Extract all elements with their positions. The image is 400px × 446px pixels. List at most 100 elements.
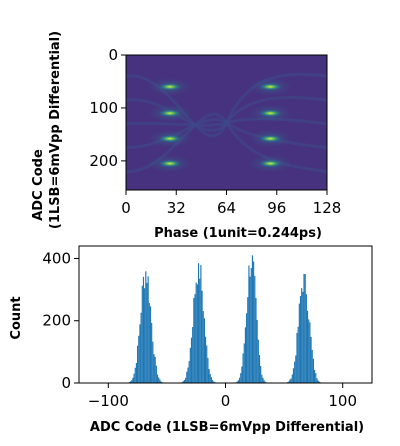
histogram-bar bbox=[291, 374, 293, 383]
histogram-bar bbox=[186, 371, 188, 383]
histogram-bar bbox=[238, 377, 241, 383]
heatmap-bright-spot bbox=[259, 135, 282, 143]
histogram-bar bbox=[254, 275, 256, 383]
histogram-bar bbox=[185, 377, 187, 383]
histogram-bar bbox=[248, 265, 250, 383]
histogram-bar bbox=[187, 367, 189, 383]
heatmap-bright-spot bbox=[158, 135, 181, 143]
histogram-bar bbox=[247, 297, 249, 383]
histogram-bar bbox=[250, 267, 252, 383]
histogram-bar bbox=[244, 327, 247, 383]
heatmap-x-tick-label: 32 bbox=[167, 199, 186, 217]
histogram-bar bbox=[137, 345, 139, 383]
histogram-bar bbox=[133, 373, 135, 383]
heatmap-x-tick-label: 128 bbox=[313, 199, 342, 217]
histogram-bar bbox=[159, 379, 161, 383]
histogram-bar bbox=[295, 355, 297, 383]
histogram-bar bbox=[138, 335, 140, 383]
histogram-x-tick-label: −100 bbox=[88, 392, 129, 410]
histogram-bar bbox=[153, 354, 155, 383]
histogram-chart: −100 0 100 0 200 400 ADC Code (1LSB=6mVpp Di… bbox=[9, 245, 373, 435]
heatmap-y-tick-label: 200 bbox=[89, 152, 118, 170]
histogram-bar bbox=[192, 326, 194, 383]
histogram-bar bbox=[298, 303, 300, 383]
histogram-bar bbox=[306, 310, 309, 383]
histogram-bar bbox=[292, 368, 295, 383]
histogram-bar bbox=[200, 265, 202, 383]
histogram-x-tick-label: 0 bbox=[221, 392, 231, 410]
heatmap-y-tick-label: 0 bbox=[108, 46, 118, 64]
heatmap-xlabel: Phase (1unit=0.244ps) bbox=[154, 226, 322, 241]
histogram-bar bbox=[144, 288, 146, 383]
histogram-bar bbox=[129, 381, 132, 383]
histogram-bar bbox=[315, 373, 317, 383]
histogram-bar bbox=[309, 322, 311, 383]
histogram-bar bbox=[240, 373, 242, 383]
histogram-bar bbox=[317, 380, 319, 383]
heatmap-bright-spot bbox=[158, 109, 181, 117]
histogram-bar bbox=[264, 381, 266, 383]
heatmap-ylabel-line1: ADC Code bbox=[31, 149, 46, 221]
heatmap-x-tick-label: 96 bbox=[267, 199, 286, 217]
histogram-bar bbox=[207, 357, 209, 383]
histogram-bar bbox=[209, 373, 211, 383]
histogram-bar bbox=[256, 319, 258, 383]
histogram-bar bbox=[195, 282, 197, 383]
histogram-bar bbox=[201, 290, 203, 383]
histogram-bar bbox=[236, 381, 238, 383]
histogram-y-tick-label: 400 bbox=[42, 249, 71, 267]
histogram-bar bbox=[294, 361, 296, 383]
histogram-bar bbox=[135, 362, 138, 383]
heatmap-y-tick-label: 100 bbox=[89, 99, 118, 117]
heatmap-chart: 0 32 64 96 128 0 100 200 Phase (1unit=0.244ps)… bbox=[31, 31, 341, 241]
histogram-bar bbox=[301, 288, 303, 383]
histogram-bar bbox=[140, 312, 142, 383]
heatmap-bright-spot bbox=[259, 83, 282, 91]
histogram-bar bbox=[257, 339, 259, 383]
histogram-bar bbox=[149, 306, 152, 383]
histogram-bar bbox=[155, 365, 157, 383]
heatmap-x-tick-label: 0 bbox=[121, 199, 131, 217]
histogram-bar bbox=[318, 381, 320, 383]
histogram-bar bbox=[202, 311, 204, 383]
histogram-bar bbox=[308, 319, 310, 383]
histogram-background bbox=[79, 246, 372, 383]
histogram-bar bbox=[146, 282, 148, 383]
histogram-bar bbox=[204, 336, 207, 383]
histogram-bar bbox=[197, 263, 200, 383]
histogram-bar bbox=[142, 276, 145, 383]
histogram-bar bbox=[260, 365, 262, 383]
histogram-bar bbox=[242, 353, 244, 383]
histogram-bar bbox=[237, 380, 239, 383]
histogram-bar bbox=[196, 284, 198, 383]
histogram-bar bbox=[141, 285, 143, 383]
histogram-bar bbox=[212, 380, 214, 383]
histogram-bar bbox=[303, 274, 305, 383]
heatmap-x-tick-label: 64 bbox=[217, 199, 236, 217]
histogram-bar bbox=[152, 341, 154, 383]
histogram-bar bbox=[302, 291, 304, 383]
histogram-bar bbox=[160, 381, 162, 383]
histogram-bar bbox=[156, 374, 159, 383]
histogram-bar bbox=[258, 355, 261, 383]
histogram-bar bbox=[206, 345, 208, 383]
histogram-bar bbox=[290, 378, 292, 383]
histogram-bar bbox=[262, 377, 264, 383]
histogram-y-tick-label: 200 bbox=[42, 312, 71, 330]
histogram-bar bbox=[253, 261, 255, 383]
histogram-bar bbox=[154, 356, 156, 383]
heatmap-bright-spot bbox=[259, 160, 282, 168]
histogram-bar bbox=[316, 378, 318, 383]
histogram-bar bbox=[313, 369, 316, 383]
histogram-bar bbox=[210, 377, 213, 383]
heatmap-ylabel-line2: (1LSB=6mVpp Differential) bbox=[48, 31, 63, 229]
histogram-bar bbox=[131, 380, 133, 383]
histogram-bar bbox=[312, 358, 314, 383]
histogram-bar bbox=[251, 255, 254, 383]
histogram-bar bbox=[188, 361, 190, 383]
histogram-bar bbox=[241, 366, 243, 383]
heatmap-bright-spot bbox=[158, 83, 181, 91]
histogram-bar bbox=[134, 367, 136, 383]
histogram-bar bbox=[147, 276, 149, 383]
histogram-bar bbox=[305, 294, 307, 383]
